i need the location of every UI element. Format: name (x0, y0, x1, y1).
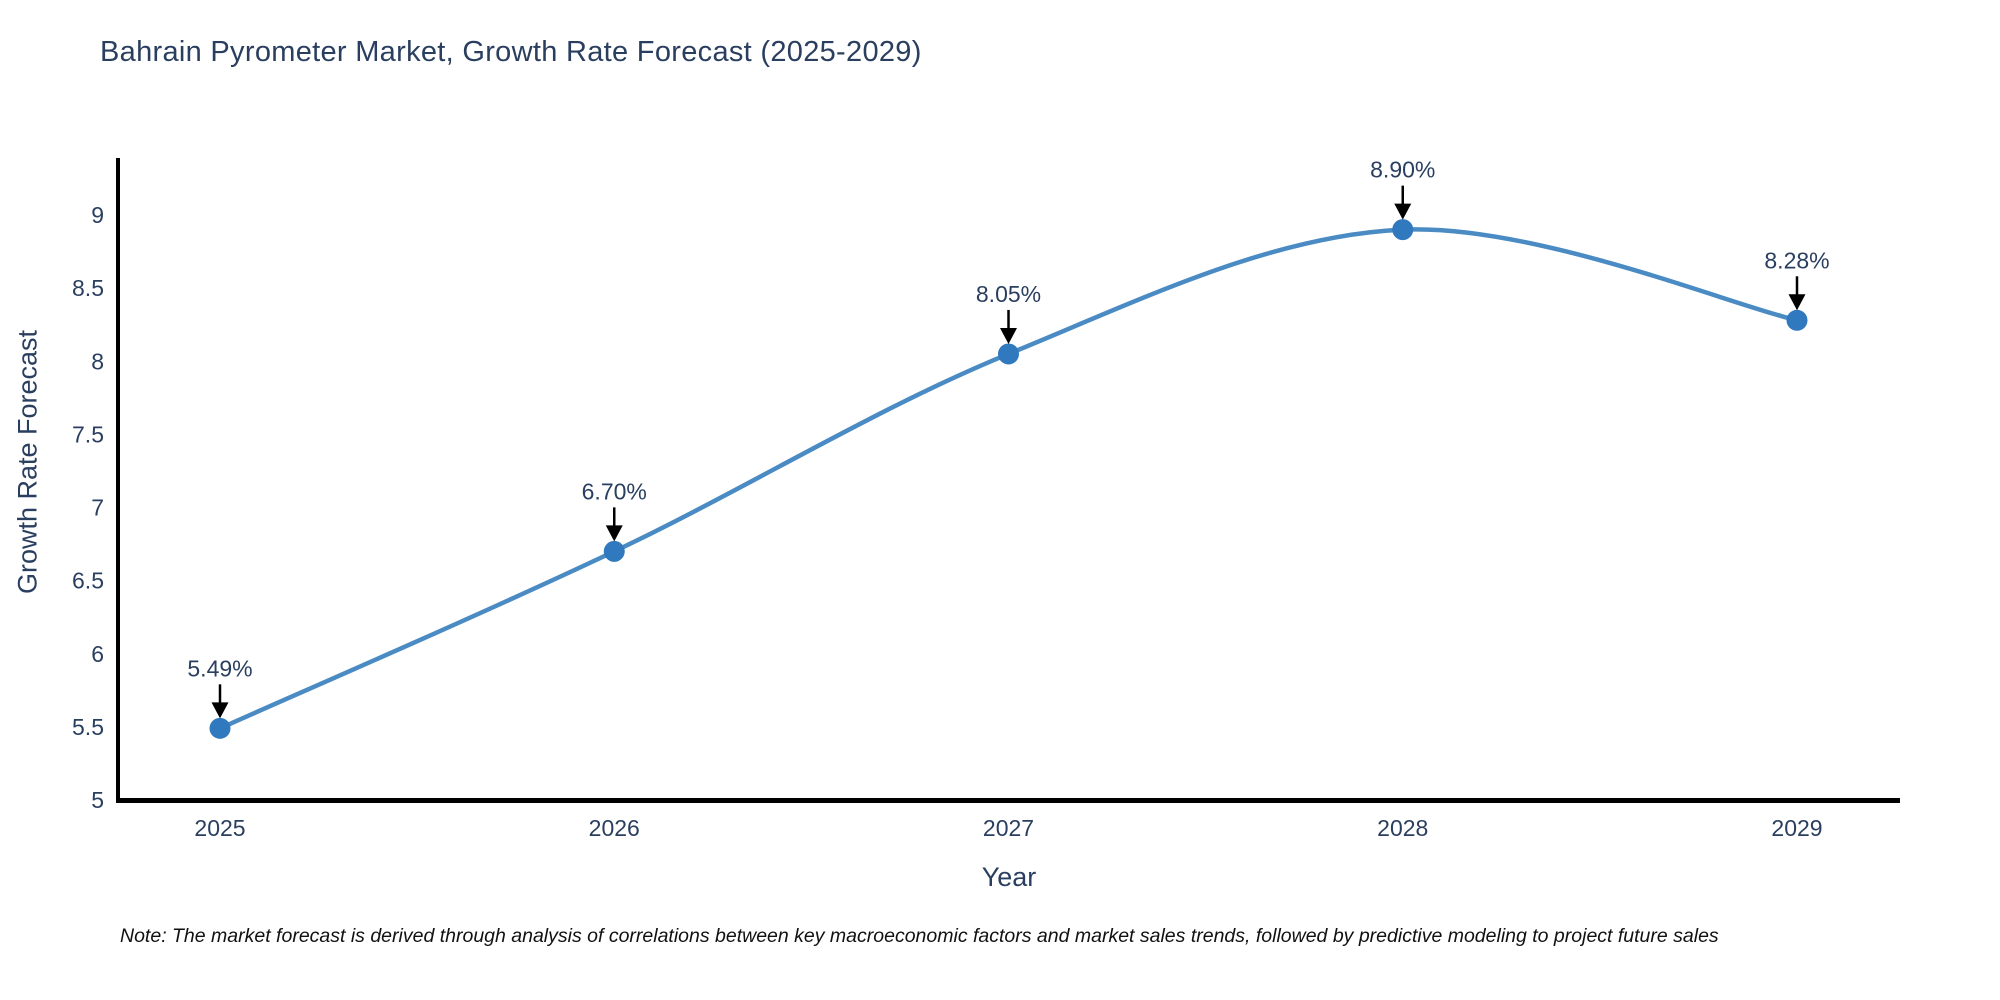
y-tick-label: 6 (91, 641, 104, 667)
data-point-marker (209, 717, 231, 739)
y-tick-label: 6.5 (72, 568, 104, 594)
x-tick-label: 2026 (589, 815, 640, 841)
y-tick-label: 9 (91, 202, 104, 228)
y-tick-label: 5 (91, 787, 104, 813)
x-axis-title: Year (981, 862, 1037, 892)
chart-title: Bahrain Pyrometer Market, Growth Rate Fo… (100, 36, 922, 68)
x-tick-label: 2029 (1771, 815, 1822, 841)
y-tick-label: 7 (91, 495, 104, 521)
series-growth-rate (209, 219, 1808, 739)
annotation-arrowhead-icon (1788, 294, 1806, 311)
annotation-arrowhead-icon (605, 525, 623, 542)
annotation-value-label: 5.49% (187, 655, 252, 681)
y-axis-ticks: 5 5.5 6 6.5 7 7.5 8 8.5 9 (72, 202, 104, 813)
data-point-marker (603, 540, 625, 562)
annotation-value-label: 6.70% (582, 478, 647, 504)
y-tick-label: 5.5 (72, 714, 104, 740)
x-axis-ticks: 2025 2026 2027 2028 2029 (194, 815, 1822, 841)
y-tick-label: 8.5 (72, 275, 104, 301)
annotation-value-label: 8.90% (1370, 157, 1435, 183)
annotation-value-label: 8.05% (976, 281, 1041, 307)
y-axis-title: Growth Rate Forecast (12, 329, 43, 595)
annotation-arrowhead-icon (1000, 327, 1017, 344)
x-tick-label: 2027 (983, 815, 1034, 841)
footnote: Note: The market forecast is derived thr… (120, 925, 1719, 947)
annotation-value-label: 8.28% (1764, 247, 1829, 273)
data-point-marker (1392, 219, 1414, 241)
point-annotations: 5.49% 6.70% 8.05% 8.90% 8.28% (187, 157, 1830, 719)
annotation-arrowhead-icon (1394, 203, 1412, 220)
y-tick-label: 7.5 (72, 421, 104, 447)
annotation-arrowhead-icon (211, 702, 229, 719)
x-tick-label: 2025 (194, 815, 245, 841)
x-tick-label: 2028 (1377, 815, 1428, 841)
data-point-marker (998, 343, 1019, 365)
data-point-marker (1786, 309, 1808, 331)
y-tick-label: 8 (91, 348, 104, 374)
